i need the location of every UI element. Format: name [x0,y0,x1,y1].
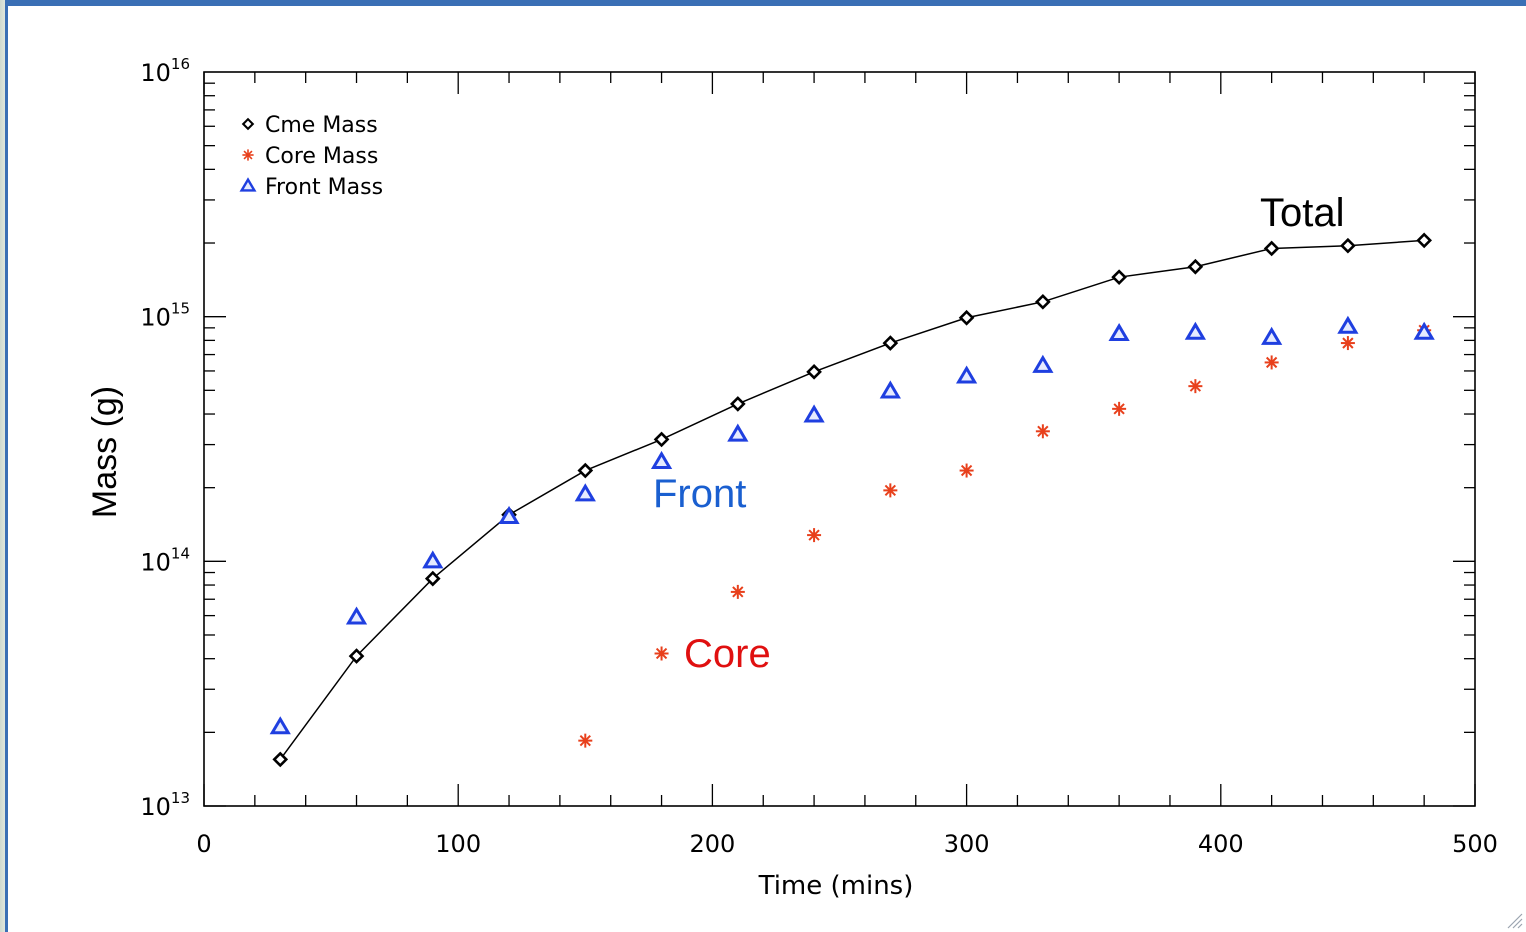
data-point [1108,322,1130,342]
y-tick-base: 10 [140,793,171,821]
data-point [959,463,974,478]
data-point [1413,321,1435,340]
data-point [730,584,745,599]
annotation-label: Core [684,632,771,676]
data-point [1188,379,1203,394]
legend-label: Core Mass [265,144,378,169]
data-point [1184,321,1207,340]
y-tick-exponent: 15 [171,300,190,318]
legend-label: Cme Mass [265,113,378,138]
legend: Cme Mass Core Mass Front Mass [239,113,383,200]
annotations-group: Total Front Core [653,191,1345,676]
resize-grip-icon[interactable] [1502,908,1524,930]
data-point [1032,354,1054,373]
legend-marker-diamond [241,117,255,131]
y-tick-label: 1014 [140,544,190,576]
data-point [578,733,593,748]
data-point [1187,258,1204,275]
data-point [348,648,365,664]
data-point [1264,355,1279,370]
data-point [1035,293,1051,310]
data-point [1263,240,1280,257]
data-point [422,550,444,569]
data-point [650,450,673,469]
data-point [1111,269,1127,286]
legend-marker-asterisk [242,149,254,161]
x-tick-label: 100 [435,830,481,858]
y-axis-label: Mass (g) [86,386,124,518]
annotation-label: Front [653,472,746,516]
annotation-label: Total [1260,191,1345,235]
tick-marks-group [203,72,1476,807]
window-frame-left [0,0,8,932]
data-point [269,716,291,735]
data-point [955,365,978,384]
plot-frame [203,71,1476,807]
y-tick-exponent: 14 [171,544,190,562]
y-tick-exponent: 13 [171,789,190,807]
data-point [424,570,441,587]
y-tick-exponent: 16 [171,55,190,73]
data-point [1340,237,1356,254]
y-tick-label: 1013 [140,789,190,821]
data-point [806,363,822,380]
data-point [574,483,596,502]
data-point [654,646,669,661]
data-point [653,431,670,448]
data-point [729,396,746,412]
data-point [727,423,749,442]
data-point [577,462,594,479]
y-tick-base: 10 [140,304,171,332]
y-tick-label: 1016 [140,55,190,87]
data-point [958,309,975,326]
data-point [879,380,901,399]
x-tick-label: 500 [1452,830,1498,858]
series-diamond [272,232,1432,768]
x-tick-label: 200 [689,830,735,858]
series-asterisk [578,323,1432,748]
data-point [1416,232,1432,249]
window-frame-top [0,0,1526,6]
data-point [1035,424,1050,439]
legend-marker-triangle [239,177,257,192]
data-point [1340,336,1355,351]
series-triangle [269,315,1435,735]
x-axis-label: Time (mins) [758,871,914,901]
data-point [1112,401,1127,416]
y-tick-label: 1015 [140,300,190,332]
data-point [272,751,289,768]
data-point [498,505,520,524]
data-point [1337,315,1359,334]
data-point [1261,326,1283,345]
x-tick-label: 400 [1198,830,1244,858]
legend-label: Front Mass [265,175,383,200]
plot-frame-group [203,71,1476,807]
y-tick-base: 10 [140,59,171,87]
data-point [883,483,898,498]
data-point [803,404,825,423]
data-point [882,335,899,351]
series-group [269,232,1435,768]
series-line [279,239,1425,760]
y-tick-base: 10 [140,548,171,576]
data-point [807,528,822,543]
x-tick-label: 0 [196,830,211,858]
x-tick-label: 300 [944,830,990,858]
data-point [345,606,368,625]
